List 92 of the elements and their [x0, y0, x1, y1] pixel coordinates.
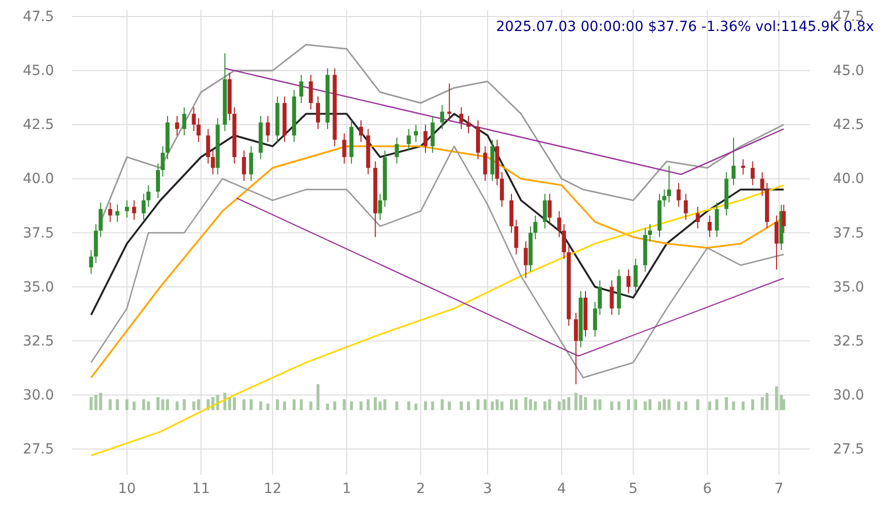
x-tick-label: 12: [264, 480, 282, 497]
x-tick-label: 4: [557, 480, 566, 497]
candlestick: [242, 150, 246, 182]
candlestick: [115, 204, 120, 222]
candlestick: [108, 202, 112, 222]
y-tick-label: 30.0: [22, 387, 54, 404]
candlestick: [308, 74, 313, 110]
x-tick-label: 2: [416, 480, 426, 497]
candlestick: [132, 200, 136, 220]
candlestick: [750, 160, 755, 186]
candlestick: [146, 184, 150, 208]
candlestick: [156, 163, 160, 199]
candlestick: [708, 214, 712, 238]
candlestick: [175, 115, 180, 136]
candlestick: [447, 83, 452, 121]
y2-tick-label: 30.0: [833, 387, 864, 404]
candlestick: [684, 193, 688, 220]
candlestick: [466, 115, 470, 134]
y-tick-label: 32.5: [22, 333, 54, 350]
candlestick: [634, 258, 638, 294]
candlestick: [782, 204, 786, 234]
candlestick: [358, 120, 363, 142]
candlestick: [542, 193, 547, 229]
y-tick-label: 42.5: [22, 117, 54, 134]
candlestick: [483, 146, 488, 182]
y2-tick-label: 35.0: [833, 279, 864, 296]
y-tick-label: 35.0: [22, 279, 54, 296]
candlestick: [533, 214, 538, 240]
candlestick: [342, 132, 346, 164]
x-tick-label: 7: [774, 480, 784, 497]
candlestick: [182, 106, 186, 136]
x-tick-label: 5: [628, 480, 638, 497]
candlestick: [593, 301, 598, 338]
candlestick: [760, 172, 764, 196]
y-tick-label: 45.0: [22, 63, 54, 80]
y2-tick-label: 45.0: [833, 63, 864, 80]
y-tick-label: 40.0: [22, 171, 54, 188]
candlestick: [266, 115, 270, 142]
y2-tick-label: 40.0: [833, 171, 864, 188]
candlestick: [774, 214, 779, 270]
x-tick-label: 3: [483, 480, 492, 497]
y-tick-label: 37.5: [22, 225, 54, 242]
line-series: [90, 184, 785, 456]
candlestick: [299, 74, 304, 104]
candlestick: [574, 312, 578, 385]
candlestick: [406, 128, 411, 152]
x-tick-label: 10: [118, 480, 136, 497]
candlestick: [430, 115, 435, 154]
candlestick: [732, 137, 736, 186]
candlestick: [249, 146, 254, 182]
candlestick: [124, 200, 129, 218]
candlestick: [206, 128, 210, 164]
candlestick: [394, 137, 399, 164]
x-tick-label: 6: [702, 480, 712, 497]
candlestick: [557, 210, 562, 238]
candlestick: [459, 106, 464, 130]
x-tick-label: 11: [192, 480, 210, 497]
candlestick: [562, 224, 566, 260]
candlestick: [598, 280, 602, 316]
candlestick: [524, 240, 528, 279]
y2-tick-label: 42.5: [833, 117, 864, 134]
candlestick: [676, 182, 681, 208]
candlestick: [89, 250, 94, 274]
candlestick: [696, 206, 700, 229]
candlestick: [378, 193, 382, 220]
candlestick: [667, 165, 672, 203]
y2-tick-label: 32.5: [833, 333, 864, 350]
candlestick: [316, 96, 320, 130]
candlestick: [610, 280, 614, 316]
candlestick: [662, 189, 666, 208]
x-tick-label: 1: [342, 480, 352, 497]
candlestick: [626, 269, 630, 294]
candlestick: [440, 104, 444, 130]
candlestick: [714, 202, 719, 238]
candlestick: [423, 124, 428, 154]
candlestick: [648, 224, 652, 242]
candlestick: [210, 150, 215, 175]
candlestick: [192, 106, 196, 132]
candlestick: [196, 118, 201, 142]
y-tick-label: 27.5: [22, 442, 54, 458]
candlestick: [741, 158, 746, 175]
candlestick: [98, 202, 103, 238]
y2-tick-label: 37.5: [833, 225, 864, 242]
y2-tick-label: 27.5: [833, 442, 864, 458]
line-series: [90, 112, 785, 316]
candlestick: [514, 219, 518, 255]
candlestick: [414, 124, 418, 142]
candlestick: [160, 146, 165, 178]
candlestick: [142, 193, 146, 220]
y-tick-label: 47.5: [22, 8, 54, 25]
candlestick: [548, 193, 552, 225]
candlestick: [500, 172, 504, 208]
